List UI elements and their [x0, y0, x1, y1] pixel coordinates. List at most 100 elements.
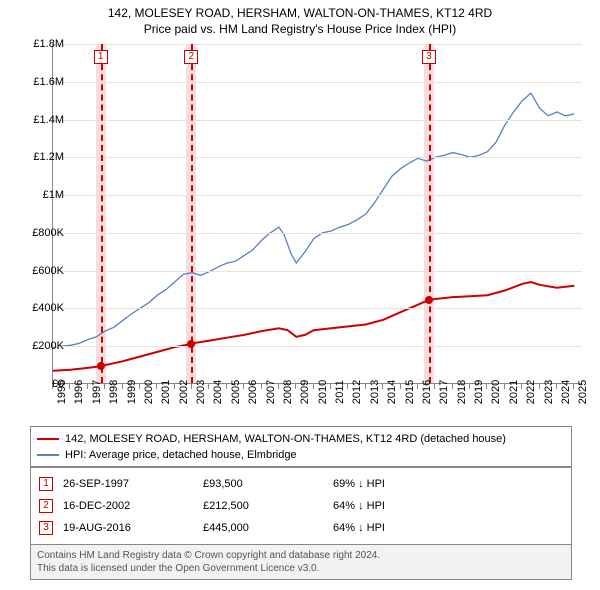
xtick-mark [556, 384, 557, 389]
xtick-label: 2022 [525, 380, 537, 404]
xtick-mark [295, 384, 296, 389]
line-series-svg [53, 44, 582, 383]
gridline-h [53, 346, 582, 347]
gridline-h [53, 233, 582, 234]
xtick-label: 2019 [473, 380, 485, 404]
xtick-label: 1997 [91, 380, 103, 404]
chart-title: 142, MOLESEY ROAD, HERSHAM, WALTON-ON-TH… [0, 0, 600, 37]
legend-swatch-property [37, 438, 59, 440]
xtick-label: 2015 [404, 380, 416, 404]
xtick-label: 2003 [195, 380, 207, 404]
legend: 142, MOLESEY ROAD, HERSHAM, WALTON-ON-TH… [30, 426, 572, 468]
xtick-mark [469, 384, 470, 389]
title-line-1: 142, MOLESEY ROAD, HERSHAM, WALTON-ON-TH… [0, 6, 600, 22]
footer-line-2: This data is licensed under the Open Gov… [37, 562, 565, 575]
xtick-label: 2001 [160, 380, 172, 404]
xtick-label: 1999 [126, 380, 138, 404]
transaction-hpi: 69% ↓ HPI [333, 478, 563, 490]
xtick-mark [382, 384, 383, 389]
transaction-date: 16-DEC-2002 [63, 500, 193, 512]
legend-swatch-hpi [37, 454, 59, 456]
xtick-label: 2009 [299, 380, 311, 404]
gridline-h [53, 271, 582, 272]
footer-line-1: Contains HM Land Registry data © Crown c… [37, 549, 565, 562]
transaction-dot [187, 340, 195, 348]
gridline-h [53, 120, 582, 121]
transaction-price: £445,000 [203, 522, 323, 534]
transaction-marker: 3 [422, 50, 436, 64]
xtick-mark [400, 384, 401, 389]
gridline-h [53, 157, 582, 158]
chart-container: 142, MOLESEY ROAD, HERSHAM, WALTON-ON-TH… [0, 0, 600, 590]
xtick-label: 2023 [543, 380, 555, 404]
ytick-label: £1.2M [18, 151, 64, 163]
xtick-mark [330, 384, 331, 389]
xtick-mark [226, 384, 227, 389]
gridline-h [53, 44, 582, 45]
transaction-row: 3 19-AUG-2016 £445,000 64% ↓ HPI [39, 517, 563, 539]
ytick-label: £1.4M [18, 114, 64, 126]
transactions-table: 1 26-SEP-1997 £93,500 69% ↓ HPI 2 16-DEC-2002… [30, 466, 572, 546]
xtick-label: 2014 [386, 380, 398, 404]
xtick-mark [417, 384, 418, 389]
xtick-label: 2002 [178, 380, 190, 404]
legend-item-hpi: HPI: Average price, detached house, Elmb… [37, 447, 565, 463]
transaction-row: 1 26-SEP-1997 £93,500 69% ↓ HPI [39, 473, 563, 495]
transaction-row-marker: 3 [39, 521, 53, 535]
xtick-label: 2006 [247, 380, 259, 404]
transaction-row-marker: 2 [39, 499, 53, 513]
transaction-row-marker: 1 [39, 477, 53, 491]
xtick-mark [452, 384, 453, 389]
transaction-hpi: 64% ↓ HPI [333, 500, 563, 512]
transaction-date: 26-SEP-1997 [63, 478, 193, 490]
xtick-label: 2021 [508, 380, 520, 404]
xtick-mark [174, 384, 175, 389]
xtick-mark [243, 384, 244, 389]
xtick-label: 2005 [230, 380, 242, 404]
ytick-label: £1.8M [18, 38, 64, 50]
transaction-hpi: 64% ↓ HPI [333, 522, 563, 534]
xtick-mark [104, 384, 105, 389]
xtick-label: 2010 [317, 380, 329, 404]
xtick-label: 2004 [212, 380, 224, 404]
xtick-label: 2025 [577, 380, 589, 404]
ytick-label: £600K [18, 265, 64, 277]
transaction-vline [101, 44, 103, 383]
xtick-mark [69, 384, 70, 389]
xtick-label: 2008 [282, 380, 294, 404]
xtick-label: 2017 [438, 380, 450, 404]
xtick-label: 1995 [56, 380, 68, 404]
xtick-mark [573, 384, 574, 389]
xtick-mark [313, 384, 314, 389]
xtick-label: 2024 [560, 380, 572, 404]
xtick-mark [365, 384, 366, 389]
ytick-label: £800K [18, 227, 64, 239]
xtick-label: 2016 [421, 380, 433, 404]
xtick-mark [87, 384, 88, 389]
xtick-label: 2000 [143, 380, 155, 404]
ytick-label: £400K [18, 302, 64, 314]
transaction-vline [429, 44, 431, 383]
plot-area: 123 [52, 44, 582, 384]
transaction-marker: 1 [94, 50, 108, 64]
gridline-h [53, 195, 582, 196]
transaction-row: 2 16-DEC-2002 £212,500 64% ↓ HPI [39, 495, 563, 517]
legend-label-hpi: HPI: Average price, detached house, Elmb… [65, 449, 297, 461]
transaction-dot [425, 296, 433, 304]
legend-item-property: 142, MOLESEY ROAD, HERSHAM, WALTON-ON-TH… [37, 431, 565, 447]
xtick-label: 2011 [334, 380, 346, 404]
xtick-mark [139, 384, 140, 389]
transaction-vline [191, 44, 193, 383]
xtick-mark [486, 384, 487, 389]
xtick-label: 2012 [351, 380, 363, 404]
xtick-mark [434, 384, 435, 389]
xtick-mark [278, 384, 279, 389]
xtick-mark [52, 384, 53, 389]
footer-attribution: Contains HM Land Registry data © Crown c… [30, 544, 572, 580]
xtick-mark [156, 384, 157, 389]
transaction-date: 19-AUG-2016 [63, 522, 193, 534]
transaction-price: £212,500 [203, 500, 323, 512]
gridline-h [53, 82, 582, 83]
transaction-price: £93,500 [203, 478, 323, 490]
ytick-label: £1M [18, 189, 64, 201]
